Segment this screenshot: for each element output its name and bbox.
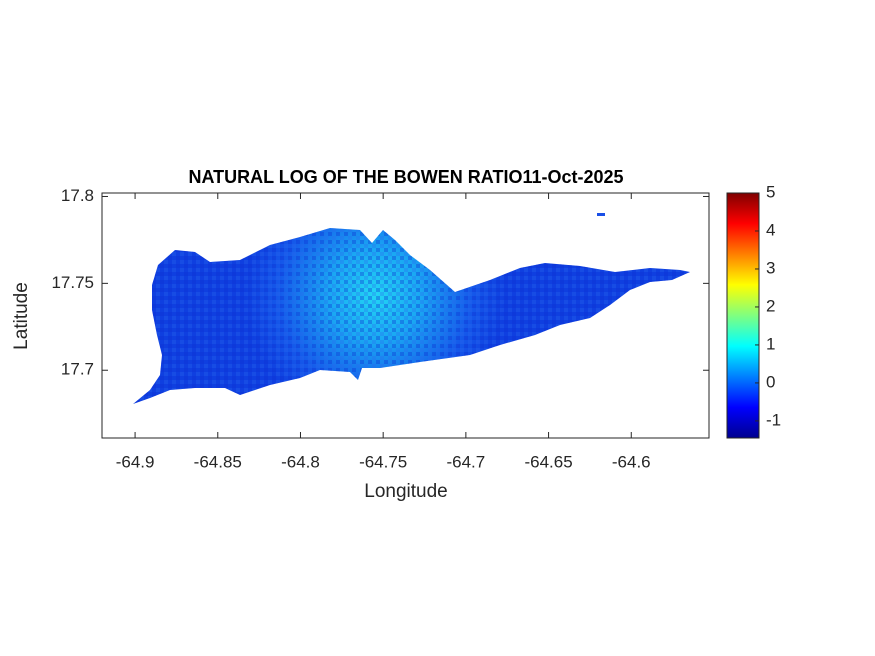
y-axis-label: Latitude — [11, 282, 32, 350]
x-tick-label: -64.65 — [524, 452, 572, 471]
colorbar-tick-label: 1 — [766, 334, 775, 353]
x-tick-label: -64.85 — [194, 452, 242, 471]
x-axis-label: Longitude — [364, 481, 447, 502]
island-field — [133, 213, 690, 404]
x-tick-label: -64.6 — [612, 452, 651, 471]
y-tick-label: 17.7 — [61, 360, 94, 379]
colorbar — [726, 192, 760, 439]
colorbar-tick-label: 2 — [766, 296, 775, 315]
colorbar-tick-label: 3 — [766, 258, 775, 277]
x-tick-label: -64.9 — [116, 452, 155, 471]
y-tick-label: 17.8 — [61, 186, 94, 205]
x-tick-label: -64.7 — [446, 452, 485, 471]
colorbar-tick-label: 5 — [766, 182, 775, 201]
colorbar-tick-label: 4 — [766, 220, 775, 239]
x-tick-label: -64.75 — [359, 452, 407, 471]
chart-title: NATURAL LOG OF THE BOWEN RATIO11-Oct-202… — [188, 167, 623, 187]
colorbar-tick-label: -1 — [766, 410, 781, 429]
y-tick-label: 17.75 — [51, 273, 94, 292]
x-tick-label: -64.8 — [281, 452, 320, 471]
colorbar-tick-label: 0 — [766, 372, 775, 391]
